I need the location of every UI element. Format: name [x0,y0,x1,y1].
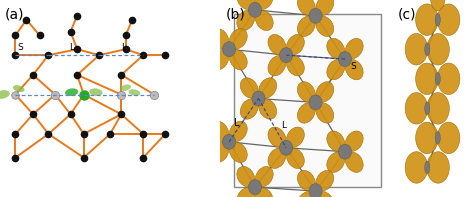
Ellipse shape [316,16,334,36]
Ellipse shape [327,152,345,172]
Text: (a): (a) [4,8,24,22]
Ellipse shape [327,131,345,151]
Ellipse shape [438,4,460,35]
Ellipse shape [268,148,286,168]
Text: L: L [69,43,74,52]
Ellipse shape [430,0,445,11]
Ellipse shape [405,33,428,65]
Text: (c): (c) [397,8,416,22]
Ellipse shape [237,188,255,197]
Text: L: L [281,121,286,130]
Ellipse shape [297,16,315,36]
FancyBboxPatch shape [234,14,381,187]
Circle shape [248,2,262,17]
Ellipse shape [259,99,277,119]
Ellipse shape [286,127,304,147]
Ellipse shape [255,166,273,187]
Text: (b): (b) [226,8,246,22]
Ellipse shape [416,63,438,95]
Ellipse shape [297,191,315,197]
Ellipse shape [286,56,304,76]
Ellipse shape [240,99,258,119]
Ellipse shape [211,50,229,70]
Ellipse shape [229,142,247,163]
Ellipse shape [237,0,255,9]
Ellipse shape [327,59,345,80]
Circle shape [280,140,293,155]
Ellipse shape [316,82,334,102]
Circle shape [338,52,352,67]
Ellipse shape [345,152,363,172]
Ellipse shape [427,93,449,124]
Circle shape [309,8,322,23]
Ellipse shape [345,131,363,151]
Ellipse shape [237,166,255,187]
Ellipse shape [416,122,438,154]
Ellipse shape [268,127,286,147]
Ellipse shape [259,78,277,98]
Circle shape [435,72,440,85]
Ellipse shape [268,34,286,55]
Ellipse shape [405,152,428,183]
Ellipse shape [237,10,255,31]
Circle shape [280,48,293,63]
Ellipse shape [297,103,315,123]
Ellipse shape [120,85,131,91]
Ellipse shape [128,89,140,96]
Ellipse shape [229,50,247,70]
Ellipse shape [427,33,449,65]
Ellipse shape [13,85,25,92]
Text: L: L [121,43,126,52]
Ellipse shape [286,34,304,55]
Ellipse shape [416,4,438,35]
Ellipse shape [255,188,273,197]
Ellipse shape [89,88,102,96]
Circle shape [309,95,322,110]
Circle shape [435,13,440,26]
Ellipse shape [405,93,428,124]
Circle shape [222,42,236,57]
Ellipse shape [438,63,460,95]
Circle shape [338,144,352,159]
Circle shape [425,102,430,115]
Ellipse shape [316,191,334,197]
Ellipse shape [297,0,315,15]
Ellipse shape [297,82,315,102]
Ellipse shape [255,0,273,9]
Text: S: S [350,62,356,71]
Ellipse shape [255,10,273,31]
Circle shape [435,132,440,144]
Ellipse shape [211,121,229,141]
Ellipse shape [211,142,229,163]
Ellipse shape [229,29,247,49]
Ellipse shape [316,103,334,123]
Ellipse shape [438,122,460,154]
Ellipse shape [316,170,334,191]
Ellipse shape [0,90,10,99]
Ellipse shape [240,78,258,98]
Circle shape [425,161,430,174]
Circle shape [425,43,430,56]
Ellipse shape [297,170,315,191]
Ellipse shape [229,121,247,141]
Ellipse shape [211,29,229,49]
Ellipse shape [286,148,304,168]
Circle shape [248,180,262,195]
Circle shape [252,91,265,106]
Circle shape [309,184,322,197]
Ellipse shape [327,38,345,59]
Ellipse shape [65,88,78,96]
Text: S: S [18,43,23,52]
Ellipse shape [268,56,286,76]
Ellipse shape [345,59,363,80]
Circle shape [222,134,236,149]
Ellipse shape [316,0,334,15]
Ellipse shape [345,38,363,59]
Ellipse shape [427,152,449,183]
Text: L: L [234,118,240,128]
